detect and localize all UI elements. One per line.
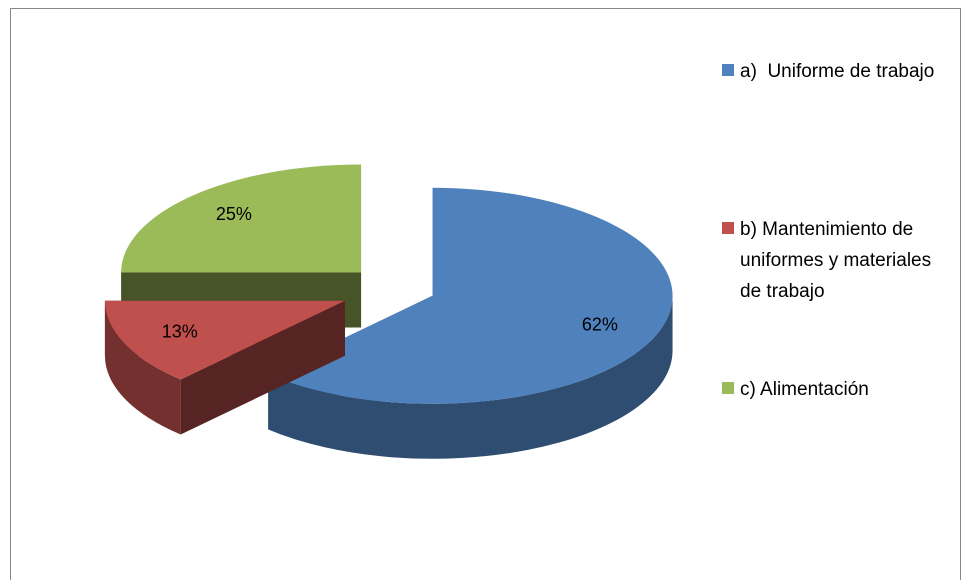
data-label: 62% [582, 314, 618, 334]
data-label: 13% [162, 322, 198, 342]
slice [121, 164, 362, 273]
legend-label: c) Alimentación [740, 379, 869, 400]
data-label: 25% [216, 204, 252, 224]
slice-side [268, 295, 673, 459]
legend-label: a) Uniforme de trabajo [740, 61, 935, 82]
chart-border [10, 8, 961, 580]
legend-label: b) Mantenimiento de uniformes y material… [740, 219, 937, 302]
slice [104, 300, 345, 380]
slice [268, 187, 673, 404]
legend-swatch [722, 64, 734, 76]
legend-swatch [722, 222, 734, 234]
legend-swatch [722, 382, 734, 394]
slice-side [104, 300, 181, 435]
